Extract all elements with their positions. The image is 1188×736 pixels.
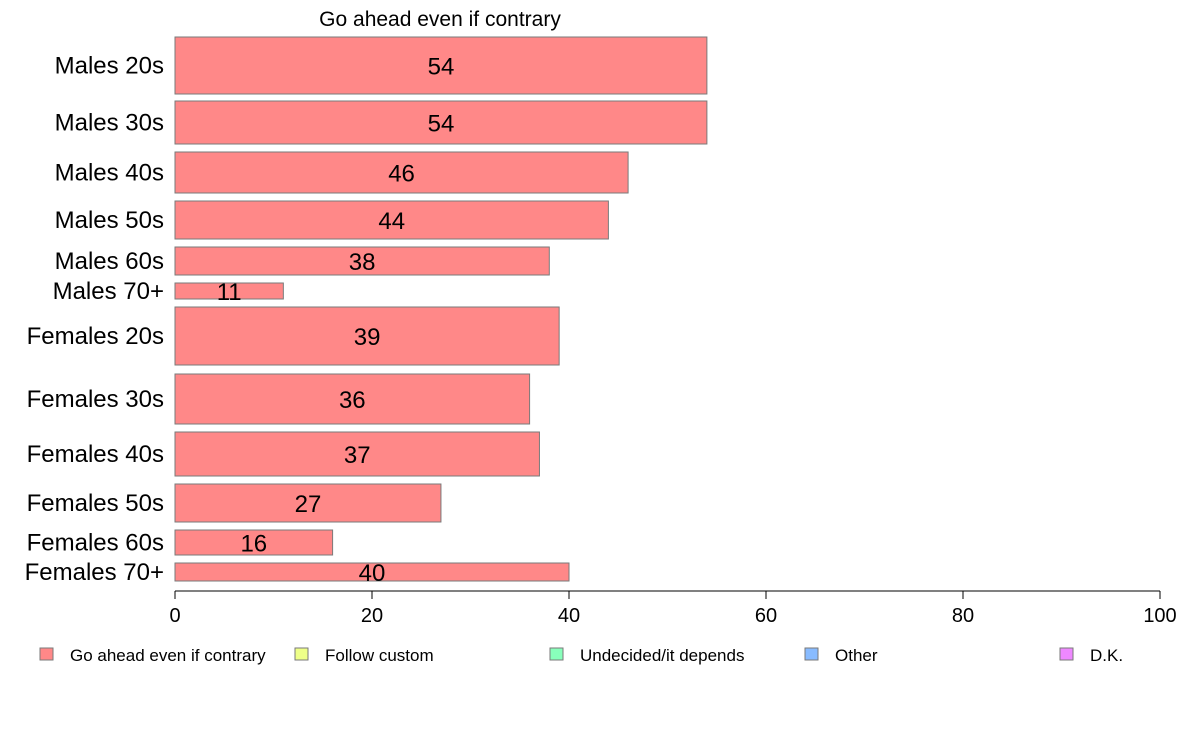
bar: [174, 562, 570, 582]
bar-value-label: 44: [378, 208, 405, 235]
bar: [174, 100, 708, 145]
category-label: Females 60s: [27, 530, 164, 557]
category-label: Females 70+: [25, 559, 164, 586]
legend-swatch: [1059, 647, 1074, 661]
x-tick-label: 100: [1143, 605, 1176, 627]
category-label: Males 30s: [55, 110, 164, 137]
x-tick-label: 40: [558, 605, 580, 627]
bar-value-label: 54: [428, 111, 455, 138]
legend-label: D.K.: [1090, 646, 1123, 665]
legend: Go ahead even if contrary Follow custom Un…: [39, 646, 1123, 665]
category-label: Males 50s: [55, 207, 164, 234]
category-label: Males 60s: [55, 248, 164, 275]
legend-label: Go ahead even if contrary: [70, 646, 266, 665]
legend-label: Undecided/it depends: [580, 646, 744, 665]
bar: [174, 483, 442, 523]
x-tick-label: 20: [361, 605, 383, 627]
bar: [174, 36, 708, 95]
x-tick-label: 60: [755, 605, 777, 627]
legend-swatch: [39, 647, 54, 661]
bar: [174, 431, 540, 477]
bars-group: Males 20s 54 Males 30s 54 Males 40s 46 Males 5…: [25, 36, 708, 587]
x-tick-label: 0: [169, 605, 180, 627]
legend-swatch: [804, 647, 819, 661]
bar: [174, 151, 629, 194]
bar-value-label: 54: [428, 54, 455, 81]
category-label: Females 40s: [27, 441, 164, 468]
bar: [174, 529, 334, 556]
bar-value-label: 37: [344, 442, 371, 469]
bar-value-label: 38: [349, 249, 376, 276]
legend-label: Other: [835, 646, 878, 665]
category-label: Males 20s: [55, 53, 164, 80]
category-label: Females 50s: [27, 490, 164, 517]
x-axis: 0 20 40 60 80 100: [169, 590, 1177, 627]
legend-label: Follow custom: [325, 646, 434, 665]
bar: [174, 246, 550, 276]
bar-value-label: 16: [240, 531, 267, 558]
legend-swatch: [294, 647, 309, 661]
category-label: Males 70+: [53, 278, 164, 305]
bar-value-label: 40: [359, 560, 386, 587]
bar-value-label: 27: [295, 491, 322, 518]
bar: [174, 282, 284, 300]
bar-value-label: 46: [388, 161, 415, 188]
chart-title: Go ahead even if contrary: [319, 8, 561, 31]
category-label: Males 40s: [55, 160, 164, 187]
bar-value-label: 11: [217, 279, 242, 306]
bar-value-label: 39: [354, 324, 381, 351]
category-label: Females 30s: [27, 386, 164, 413]
category-label: Females 20s: [27, 323, 164, 350]
bar: [174, 200, 609, 240]
legend-swatch: [549, 647, 564, 661]
bar: [174, 306, 560, 366]
x-tick-label: 80: [952, 605, 974, 627]
bar: [174, 373, 531, 425]
bar-value-label: 36: [339, 387, 366, 414]
